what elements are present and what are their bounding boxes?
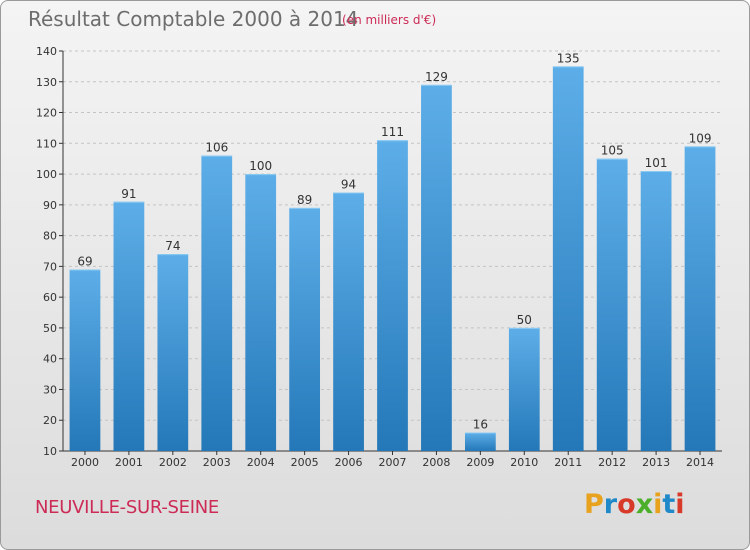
- y-tick-label: 30: [43, 383, 57, 396]
- x-tick-label: 2006: [335, 456, 363, 469]
- commune-name: NEUVILLE-SUR-SEINE: [35, 497, 219, 518]
- y-tick-label: 10: [43, 445, 57, 458]
- data-label: 109: [689, 131, 712, 145]
- x-tick-label: 2014: [686, 456, 714, 469]
- data-label: 106: [205, 141, 228, 155]
- y-tick-label: 70: [43, 260, 57, 273]
- bar: [421, 84, 452, 451]
- y-tick-label: 120: [36, 107, 57, 120]
- y-tick-label: 50: [43, 322, 57, 335]
- x-tick-label: 2012: [598, 456, 626, 469]
- logo-letter: i: [675, 489, 685, 520]
- x-tick-label: 2011: [554, 456, 582, 469]
- logo-letter: o: [617, 489, 636, 520]
- bar: [596, 158, 628, 451]
- data-label: 105: [601, 144, 624, 158]
- proxiti-logo: Proxiti: [584, 489, 685, 520]
- y-tick-label: 90: [43, 199, 57, 212]
- axes: 10 20 30 40 50 60 70 80 90 100 110 120 130 140 2000 200…: [36, 45, 722, 469]
- y-tick-label: 140: [36, 45, 57, 58]
- data-label: 16: [473, 418, 488, 432]
- bar: [69, 269, 101, 451]
- y-tick-label: 60: [43, 291, 57, 304]
- bar: [508, 327, 540, 451]
- bar: [201, 155, 233, 451]
- y-tick-label: 110: [36, 137, 57, 150]
- y-tick-label: 100: [36, 168, 57, 181]
- logo-letter: P: [584, 489, 604, 520]
- logo-letter: x: [635, 489, 654, 520]
- y-tick-label: 80: [43, 230, 57, 243]
- y-tick-label: 20: [43, 414, 57, 427]
- data-labels: 69 91 74 106 100 89 94 111 129 16 50 135 105 101 109: [77, 51, 711, 431]
- data-label: 100: [249, 159, 272, 173]
- bar: [552, 66, 584, 451]
- data-label: 101: [645, 156, 668, 170]
- data-label: 74: [165, 239, 180, 253]
- y-tick-label: 130: [36, 76, 57, 89]
- bar: [333, 192, 364, 452]
- x-tick-label: 2009: [466, 456, 494, 469]
- bar: [377, 140, 408, 451]
- data-label: 89: [297, 193, 312, 207]
- logo-letter: r: [603, 489, 618, 520]
- x-tick-label: 2013: [642, 456, 670, 469]
- logo-letter: i: [653, 489, 663, 520]
- chart-title: Résultat Comptable 2000 à 2014: [28, 7, 359, 31]
- x-tick-label: 2004: [247, 456, 275, 469]
- x-tick-label: 2003: [203, 456, 231, 469]
- data-label: 69: [77, 254, 92, 268]
- x-tick-label: 2000: [71, 456, 99, 469]
- bar: [113, 201, 145, 451]
- bar: [245, 174, 277, 452]
- bar: [464, 432, 496, 451]
- logo-letter: t: [662, 489, 676, 520]
- x-tick-label: 2001: [115, 456, 143, 469]
- bar: [289, 207, 321, 451]
- bars: [69, 66, 716, 452]
- x-tick-label: 2002: [159, 456, 187, 469]
- data-label: 135: [557, 51, 580, 65]
- x-tick-label: 2005: [291, 456, 319, 469]
- data-label: 94: [341, 178, 356, 192]
- data-label: 91: [121, 187, 136, 201]
- y-tick-label: 40: [43, 353, 57, 366]
- bar: [640, 171, 672, 451]
- chart-subtitle: (en milliers d'€): [342, 13, 437, 27]
- data-label: 50: [517, 313, 532, 327]
- x-tick-label: 2010: [510, 456, 538, 469]
- x-tick-label: 2008: [422, 456, 450, 469]
- bar: [157, 254, 189, 451]
- data-label: 111: [381, 125, 404, 139]
- data-label: 129: [425, 70, 448, 84]
- x-tick-label: 2007: [379, 456, 407, 469]
- bar: [684, 146, 716, 451]
